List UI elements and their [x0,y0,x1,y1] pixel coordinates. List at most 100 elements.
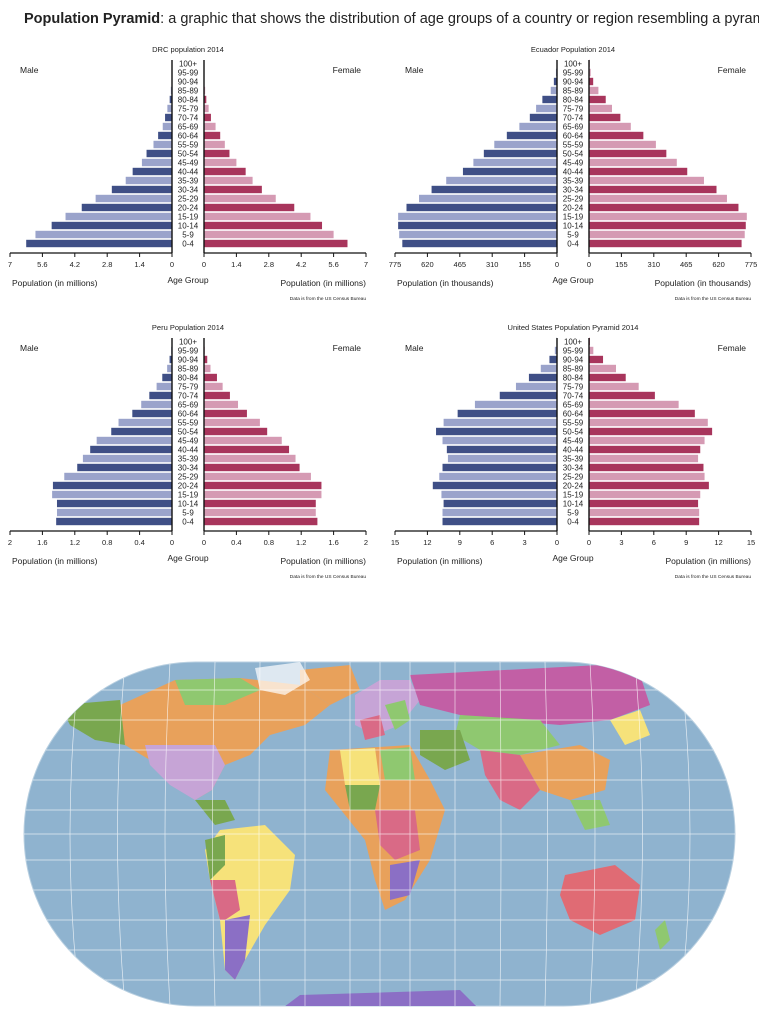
male-tick-label: 1.4 [134,260,144,269]
female-bar [589,518,699,525]
age-group-label: 50-54 [563,150,584,159]
male-axis-title: Population (in millions) [397,556,483,566]
age-group-label: 65-69 [178,401,199,410]
male-bar [516,383,557,390]
female-bar [589,168,687,175]
age-group-label: 20-24 [563,482,584,491]
female-bar [204,401,238,408]
male-bar [82,204,172,211]
age-group-label: 10-14 [563,500,584,509]
male-bar [473,159,557,166]
male-bar [444,419,557,426]
male-bar [529,374,557,381]
male-bar [507,132,557,139]
age-group-axis-label: Age Group [552,275,593,285]
male-bar [402,240,557,247]
female-axis-title: Population (in millions) [280,278,366,288]
male-bar [448,455,557,462]
female-bar [589,491,700,498]
age-group-label: 95-99 [178,69,199,78]
female-bar [589,500,698,507]
age-group-label: 5-9 [182,231,194,240]
female-tick-label: 15 [747,538,755,547]
female-bar [204,374,217,381]
age-group-label: 90-94 [563,78,584,87]
age-group-label: 70-74 [563,392,584,401]
age-group-label: 30-34 [563,186,584,195]
heading-definition: : a graphic that shows the distribution … [160,11,759,27]
female-bar [589,392,655,399]
male-bar [406,204,557,211]
male-bar [57,509,172,516]
age-group-label: 30-34 [178,464,199,473]
male-label: Male [20,343,39,353]
age-group-label: 15-19 [563,213,584,222]
female-bar [204,159,236,166]
female-bar [589,195,727,202]
age-group-label: 90-94 [178,356,199,365]
male-bar [53,482,172,489]
female-bar [204,168,246,175]
male-bar [399,231,557,238]
age-group-label: 35-39 [178,177,199,186]
female-bar [204,132,220,139]
female-bar [589,204,738,211]
female-bar [204,500,316,507]
age-group-label: 30-34 [563,464,584,473]
female-bar [589,383,639,390]
female-bar [204,114,211,121]
age-group-label: 60-64 [178,132,199,141]
male-bar [458,410,557,417]
age-group-label: 20-24 [178,482,199,491]
age-group-label: 55-59 [563,141,584,150]
age-group-label: 50-54 [563,428,584,437]
female-bar [204,455,296,462]
male-tick-label: 465 [454,260,467,269]
male-tick-label: 2 [8,538,12,547]
age-group-label: 10-14 [563,222,584,231]
male-bar [96,195,172,202]
female-bar [589,150,666,157]
age-group-label: 85-89 [178,87,199,96]
female-axis-title: Population (in millions) [280,556,366,566]
female-bar [589,437,705,444]
age-group-label: 40-44 [178,446,199,455]
female-bar [204,123,216,130]
male-bar [112,186,172,193]
male-tick-label: 0 [555,538,559,547]
male-bar [126,177,172,184]
male-bar [52,222,172,229]
female-bar [589,473,705,480]
age-group-label: 90-94 [178,78,199,87]
age-group-label: 45-49 [563,159,584,168]
male-bar [133,168,172,175]
male-tick-label: 0.8 [102,538,112,547]
male-bar [52,491,172,498]
source-note: Data is from the US Census Bureau [675,296,752,302]
male-axis-title: Population (in thousands) [397,278,494,288]
female-label: Female [333,343,362,353]
age-group-label: 80-84 [563,96,584,105]
male-bar [484,150,557,157]
male-tick-label: 0 [170,538,174,547]
age-group-label: 55-59 [563,419,584,428]
male-bar [436,428,557,435]
male-tick-label: 3 [523,538,527,547]
male-bar [165,114,172,121]
female-bar [204,195,276,202]
age-group-label: 85-89 [563,365,584,374]
female-tick-label: 0 [202,538,206,547]
male-bar [398,213,557,220]
female-bar [589,446,700,453]
female-bar [204,213,310,220]
male-bar [57,500,172,507]
female-bar [589,464,703,471]
male-tick-label: 0 [170,260,174,269]
age-group-label: 50-54 [178,150,199,159]
male-bar [64,473,172,480]
age-group-label: 20-24 [178,204,199,213]
female-tick-label: 1.6 [328,538,338,547]
age-group-label: 100+ [564,60,582,69]
